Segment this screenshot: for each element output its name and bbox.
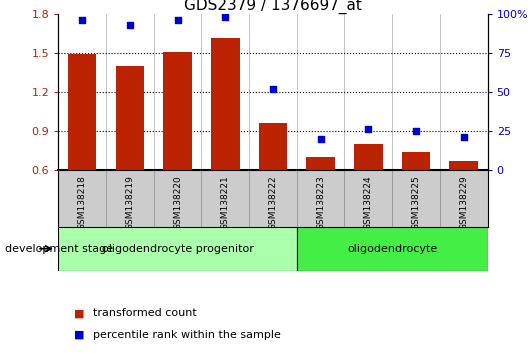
Bar [449, 161, 478, 170]
Text: GSM138220: GSM138220 [173, 176, 182, 230]
Text: ■: ■ [74, 330, 85, 339]
Bar [354, 144, 383, 170]
Point [221, 15, 229, 20]
Text: ■: ■ [74, 308, 85, 318]
Text: GSM138229: GSM138229 [460, 176, 468, 230]
Text: oligodendrocyte: oligodendrocyte [347, 244, 437, 254]
Bar [116, 66, 144, 170]
Text: GSM138219: GSM138219 [126, 176, 134, 230]
Text: GSM138225: GSM138225 [412, 176, 420, 230]
Bar [58, 227, 297, 271]
Bar [297, 227, 488, 271]
Bar [259, 123, 287, 170]
Text: transformed count: transformed count [93, 308, 197, 318]
Text: GSM138221: GSM138221 [221, 176, 229, 230]
Text: GSM138224: GSM138224 [364, 176, 373, 230]
Bar [306, 157, 335, 170]
Bar [163, 52, 192, 170]
Point [126, 22, 134, 28]
Point [316, 136, 325, 142]
Point [78, 18, 86, 23]
Point [173, 18, 182, 23]
Bar [211, 38, 240, 170]
Text: development stage: development stage [5, 244, 113, 254]
Bar [402, 152, 430, 170]
Point [269, 86, 277, 92]
Point [364, 127, 373, 132]
Point [460, 135, 468, 140]
Point [412, 128, 420, 134]
Text: GSM138218: GSM138218 [78, 176, 86, 230]
Text: oligodendrocyte progenitor: oligodendrocyte progenitor [102, 244, 253, 254]
Text: GSM138222: GSM138222 [269, 176, 277, 230]
Title: GDS2379 / 1376697_at: GDS2379 / 1376697_at [184, 0, 362, 14]
Text: percentile rank within the sample: percentile rank within the sample [93, 330, 280, 339]
Text: GSM138223: GSM138223 [316, 176, 325, 230]
Bar [68, 55, 96, 170]
